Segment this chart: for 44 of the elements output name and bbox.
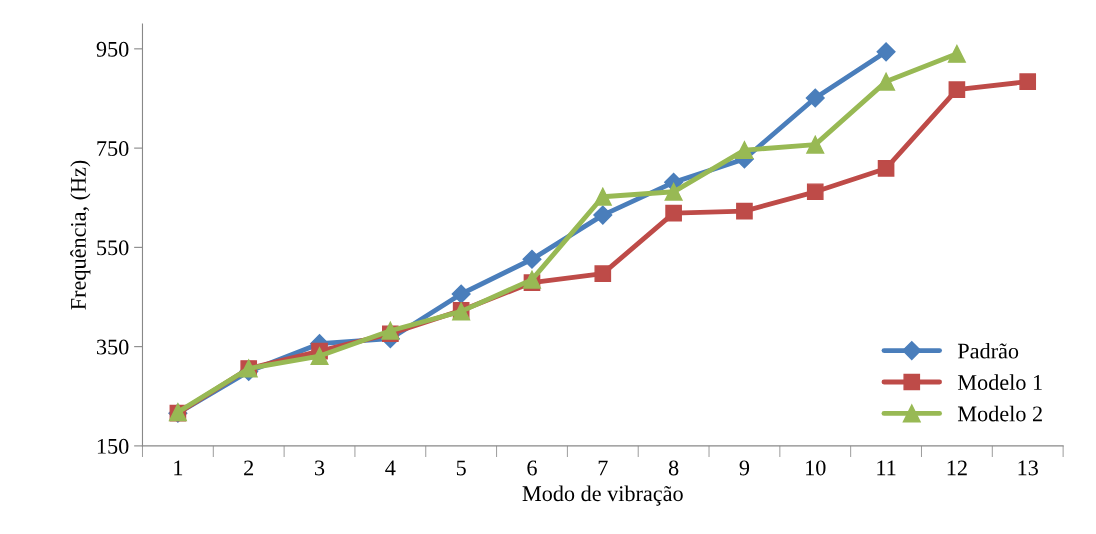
point	[877, 160, 895, 177]
point	[381, 321, 400, 340]
legend-label: Padrão	[957, 342, 1019, 359]
x-tick-label: 1	[174, 460, 183, 476]
y-tick-label: 950	[96, 41, 129, 57]
x-axis-title: Modo de vibração	[522, 485, 683, 506]
point	[806, 183, 824, 201]
x-tick-label: 7	[598, 460, 608, 476]
point	[593, 205, 613, 225]
point	[806, 135, 825, 154]
legend-label: Modelo 2	[957, 405, 1042, 422]
y-axis-title: Frequência, (Hz)	[70, 160, 91, 310]
point	[522, 270, 542, 289]
point	[1019, 73, 1037, 90]
x-tick-label: 5	[456, 460, 466, 476]
point	[948, 81, 966, 98]
x-tick-label: 11	[877, 460, 896, 476]
point	[805, 88, 825, 108]
point	[310, 347, 329, 366]
y-tick-label: 550	[97, 240, 129, 256]
point	[593, 187, 612, 206]
point	[594, 265, 612, 283]
legend-label: Modelo 1	[957, 374, 1042, 390]
point	[877, 72, 896, 91]
point	[665, 204, 682, 222]
point	[876, 42, 896, 62]
point	[947, 44, 966, 63]
x-tick-label: 6	[527, 460, 537, 476]
y-tick-label: 750	[97, 141, 129, 157]
y-tick-label: 150	[97, 438, 129, 454]
x-tick-label: 9	[739, 460, 750, 476]
x-tick-label: 10	[806, 460, 826, 476]
point	[451, 284, 471, 304]
x-tick-label: 3	[315, 460, 325, 476]
point	[735, 141, 754, 160]
x-tick-label: 2	[244, 460, 254, 476]
point	[736, 202, 753, 220]
point	[664, 182, 683, 201]
x-tick-label: 12	[947, 460, 967, 476]
x-tick-label: 8	[668, 460, 679, 476]
y-tick-label: 350	[97, 339, 129, 355]
x-tick-label: 13	[1018, 460, 1038, 476]
x-tick-label: 4	[385, 460, 396, 476]
point	[522, 249, 542, 269]
